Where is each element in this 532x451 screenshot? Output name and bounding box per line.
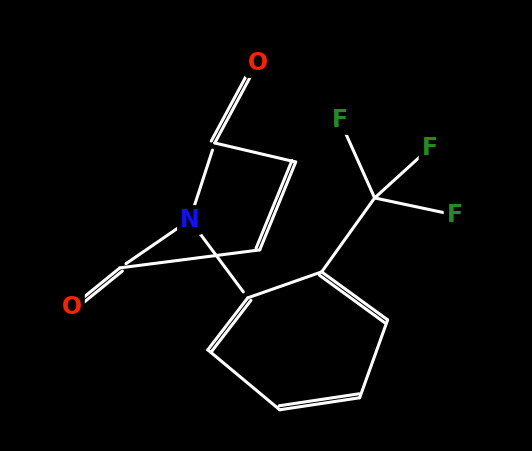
Text: F: F xyxy=(331,108,348,132)
Text: N: N xyxy=(180,208,200,232)
Text: F: F xyxy=(446,203,463,227)
Text: O: O xyxy=(62,295,82,319)
Text: F: F xyxy=(421,136,438,160)
Text: O: O xyxy=(248,51,268,75)
